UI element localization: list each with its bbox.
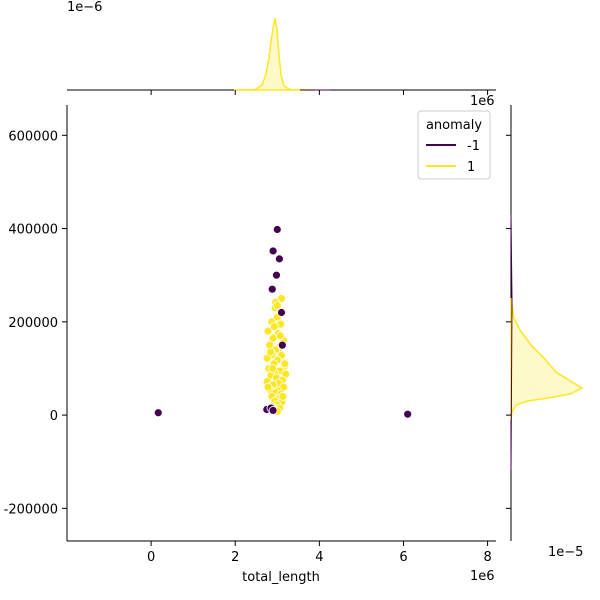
legend: anomaly -1 1 [417,110,491,180]
scatter-points [153,225,413,419]
anomaly-point [277,340,287,350]
y-axis-ticks: -200000 0 200000 400000 600000 [4,129,511,517]
normal-point [263,326,273,336]
x-axis-offset-label: 1e6 [470,569,495,584]
top-right-offset-label: 1e6 [470,94,495,109]
legend-label-1: 1 [467,160,475,175]
anomaly-point [274,254,284,264]
main-axes: 0 2 4 6 8 -200000 0 200000 400000 600000 1e6 1e6… [4,90,511,585]
top-marginal-offset-label: 1e−6 [67,0,102,15]
normal-point [269,322,279,331]
y-tick-label: 400000 [8,223,58,238]
x-tick-label: 6 [399,550,407,565]
normal-point [266,347,275,357]
anomaly-point [403,409,413,419]
x-tick-label: 0 [147,550,155,565]
x-tick-label: 2 [231,550,239,565]
anomaly-point [268,406,278,415]
normal-point [275,331,285,341]
legend-title: anomaly [426,118,482,133]
right-marginal-axis: 1e−5 [510,105,584,560]
normal-point [263,382,273,392]
normal-point [272,301,282,310]
right-marginal-kde-purple [510,214,513,301]
right-marginal-offset-label: 1e−5 [548,545,583,560]
y-tick-label: 600000 [8,129,58,144]
y-tick-label: 0 [50,409,58,424]
top-marginal-kde-yellow [233,17,316,91]
anomaly-point [268,246,278,256]
anomaly-point [277,308,286,317]
x-tick-label: 4 [315,550,323,565]
x-axis-label: total_length [242,570,320,585]
top-marginal-axis: 1e−6 [67,0,496,91]
y-tick-label: -200000 [4,502,58,517]
anomaly-point [153,408,163,418]
y-tick-label: 200000 [8,316,58,331]
x-tick-label: 8 [483,550,491,565]
right-marginal-kde-purple-lower [510,299,513,471]
anomaly-point [272,225,282,234]
anomaly-point [272,270,281,280]
right-marginal-kde-yellow [510,297,584,421]
x-axis-ticks: 0 2 4 6 8 [147,90,492,565]
legend-label-minus1: -1 [467,139,480,154]
normal-point [280,359,290,369]
normal-point [268,364,278,373]
anomaly-point [267,284,277,294]
normal-point [278,392,288,401]
